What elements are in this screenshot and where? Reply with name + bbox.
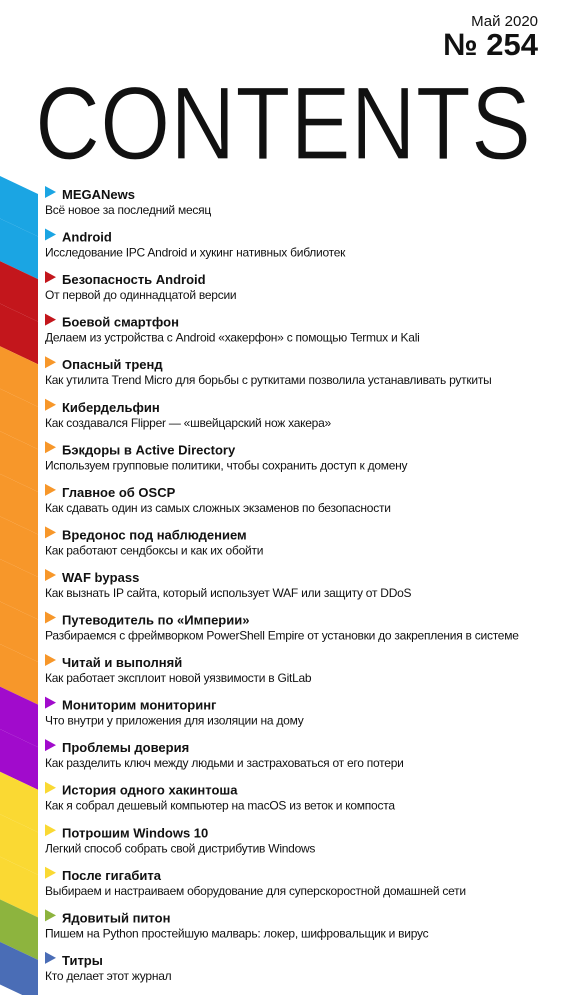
entry-title[interactable]: Бэкдоры в Active Directory (62, 442, 236, 457)
entry-subtitle: Что внутри у приложения для изоляции на … (45, 714, 304, 728)
color-stripe (0, 218, 38, 280)
entry-title[interactable]: Потрошим Windows 10 (62, 825, 208, 840)
entry-marker (45, 781, 56, 794)
entry-title[interactable]: Боевой смартфон (62, 315, 179, 330)
entry-subtitle: Исследование IPC Android и хукинг нативн… (45, 246, 346, 260)
color-stripe (0, 856, 38, 918)
entry-marker (45, 228, 56, 241)
entry-title[interactable]: Титры (62, 953, 103, 968)
entry-marker (45, 654, 56, 667)
color-stripe (0, 176, 38, 237)
color-stripe (0, 644, 38, 705)
color-stripe (0, 899, 38, 960)
color-stripe (0, 601, 38, 663)
entry-marker (45, 483, 56, 496)
entry-subtitle: Как вызнать IP сайта, который использует… (45, 586, 412, 600)
entry-marker (45, 526, 56, 539)
entry-title[interactable]: Путеводитель по «Империи» (62, 613, 249, 628)
entry-title[interactable]: Главное об OSCP (62, 485, 176, 500)
color-stripe (0, 346, 38, 407)
entry-marker (45, 951, 56, 964)
entry-title[interactable]: Читай и выполняй (62, 655, 182, 670)
entry-subtitle: Как разделить ключ между людьми и застра… (45, 756, 404, 770)
entry-title[interactable]: Проблемы доверия (62, 740, 189, 755)
entry-subtitle: Как работают сендбоксы и как их обойти (45, 543, 263, 557)
entry-title[interactable]: WAF bypass (62, 570, 139, 585)
entry-marker (45, 313, 56, 326)
entry-subtitle: От первой до одиннадцатой версии (45, 288, 236, 302)
color-stripe (0, 303, 38, 365)
entry-subtitle: Как работает эксплоит новой уязвимости в… (45, 671, 312, 685)
entry-title[interactable]: MEGANews (62, 187, 135, 202)
entry-marker (45, 909, 56, 922)
entry-subtitle: Всё новое за последний месяц (45, 203, 211, 217)
color-stripe (0, 941, 38, 995)
color-stripe (0, 516, 38, 577)
entry-subtitle: Разбираемся с фреймворком PowerShell Emp… (45, 629, 519, 643)
entry-title[interactable]: История одного хакинтоша (62, 783, 238, 798)
entry-title[interactable]: Вредонос под наблюдением (62, 527, 247, 542)
entry-marker (45, 739, 56, 752)
entry-marker (45, 824, 56, 837)
entry-subtitle: Легкий способ собрать свой дистрибутив W… (45, 841, 315, 855)
entry-subtitle: Выбираем и настраиваем оборудование для … (45, 884, 466, 898)
entry-marker (45, 186, 56, 198)
entry-marker (45, 271, 56, 284)
color-stripe (0, 686, 38, 748)
issue-number: № 254 (443, 27, 539, 62)
entry-title[interactable]: После гигабита (62, 868, 162, 883)
entry-subtitle: Делаем из устройства с Android «хакерфон… (45, 331, 420, 345)
entry-marker (45, 611, 56, 624)
entry-title[interactable]: Опасный тренд (62, 357, 163, 372)
entry-subtitle: Как я собрал дешевый компьютер на macOS … (45, 799, 395, 813)
entry-subtitle: Используем групповые политики, чтобы сох… (45, 458, 408, 472)
entry-title[interactable]: Android (62, 230, 112, 245)
entry-subtitle: Кто делает этот журнал (45, 969, 172, 983)
entry-marker (45, 441, 56, 454)
entry-title[interactable]: Кибердельфин (62, 400, 160, 415)
color-stripe (0, 558, 38, 620)
entry-marker (45, 696, 56, 709)
contents-title: CONTENTS (35, 66, 531, 182)
color-stripe (0, 771, 38, 833)
entry-title[interactable]: Ядовитый питон (62, 910, 170, 925)
entry-marker (45, 568, 56, 581)
color-stripe (0, 261, 38, 322)
entry-marker (45, 356, 56, 369)
color-stripe (0, 388, 38, 450)
color-stripe (0, 729, 38, 790)
entry-subtitle: Как создавался Flipper — «швейцарский но… (45, 416, 332, 430)
color-stripe (0, 473, 38, 535)
entry-subtitle: Как утилита Trend Micro для борьбы с рут… (45, 373, 491, 387)
entry-marker (45, 398, 56, 411)
entry-title[interactable]: Безопасность Android (62, 272, 206, 287)
entry-subtitle: Пишем на Python простейшую малварь: локе… (45, 926, 429, 940)
color-stripe (0, 431, 38, 492)
color-stripe (0, 814, 38, 875)
issue-date: Май 2020 (471, 13, 538, 30)
entry-title[interactable]: Мониторим мониторинг (62, 698, 217, 713)
entry-marker (45, 866, 56, 879)
entry-subtitle: Как сдавать один из самых сложных экзаме… (45, 501, 391, 515)
